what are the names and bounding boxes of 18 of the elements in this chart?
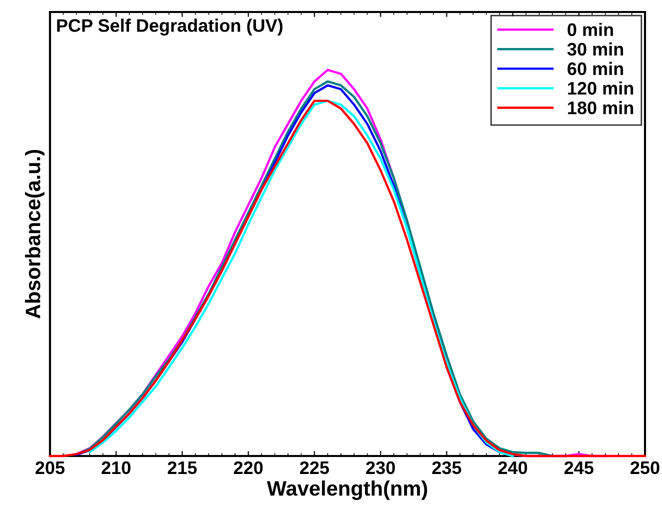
x-tick-label: 230 bbox=[366, 461, 395, 474]
x-axis-title: Wavelength(nm) bbox=[266, 480, 428, 500]
legend-label: 180 min bbox=[568, 100, 634, 114]
legend-label: 0 min bbox=[568, 22, 613, 36]
x-tick-label: 235 bbox=[432, 461, 462, 474]
x-tick-label: 245 bbox=[564, 461, 594, 474]
x-tick-label: 240 bbox=[498, 461, 528, 474]
x-tick-label: 210 bbox=[102, 461, 130, 474]
x-tick-label: 205 bbox=[36, 461, 65, 474]
chart-title: PCP Self Degradation (UV) bbox=[57, 18, 282, 36]
legend-label: 60 min bbox=[568, 62, 624, 76]
x-tick-label: 215 bbox=[168, 461, 197, 474]
x-tick-label: 250 bbox=[630, 461, 660, 474]
legend-label: 120 min bbox=[568, 81, 634, 95]
x-tick-label: 225 bbox=[300, 461, 330, 474]
legend-label: 30 min bbox=[567, 42, 624, 56]
y-axis-title: Absorbance(a.u.) bbox=[25, 150, 44, 319]
x-tick-label: 220 bbox=[234, 461, 263, 474]
